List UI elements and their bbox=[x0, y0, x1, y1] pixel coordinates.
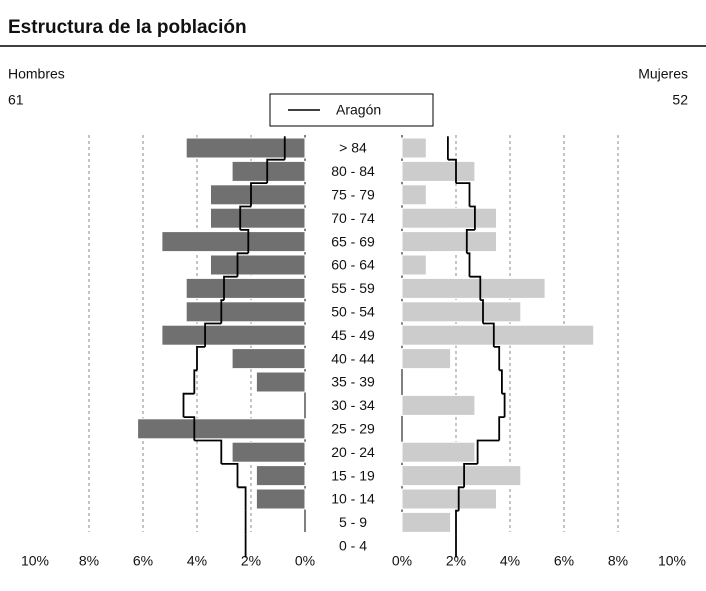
bar bbox=[231, 160, 306, 182]
category-label: 35 - 39 bbox=[331, 374, 375, 390]
reference-step bbox=[236, 252, 249, 277]
bar bbox=[185, 137, 306, 159]
category-label: 65 - 69 bbox=[331, 233, 375, 249]
reference-step bbox=[469, 205, 476, 230]
x-tick-label: 10% bbox=[658, 553, 686, 569]
reference-step bbox=[466, 252, 471, 277]
reference-step bbox=[456, 182, 471, 207]
category-label: 60 - 64 bbox=[331, 257, 375, 273]
bar bbox=[401, 465, 522, 487]
reference-step bbox=[183, 416, 196, 441]
x-tick-label: 0% bbox=[295, 553, 315, 569]
category-label: 75 - 79 bbox=[331, 187, 375, 203]
bar bbox=[401, 277, 546, 299]
left-label: Hombres bbox=[8, 66, 65, 82]
x-tick-label: 8% bbox=[608, 553, 628, 569]
bar bbox=[401, 301, 522, 323]
x-tick-label: 2% bbox=[446, 553, 466, 569]
reference-step bbox=[223, 275, 238, 301]
reference-step bbox=[476, 439, 500, 464]
reference-step bbox=[498, 416, 505, 441]
x-tick-label: 6% bbox=[133, 553, 153, 569]
reference-step bbox=[194, 439, 223, 464]
bar bbox=[231, 348, 306, 370]
bar bbox=[401, 231, 497, 253]
right-total: 52 bbox=[672, 92, 688, 108]
bar bbox=[401, 488, 497, 510]
x-tick-label: 2% bbox=[241, 553, 261, 569]
category-label: 20 - 24 bbox=[331, 444, 375, 460]
category-label: 10 - 14 bbox=[331, 491, 375, 507]
x-tick-label: 4% bbox=[187, 553, 207, 569]
category-label: 30 - 34 bbox=[331, 397, 375, 413]
x-tick-label: 8% bbox=[79, 553, 99, 569]
bar bbox=[401, 160, 476, 182]
category-label: 80 - 84 bbox=[331, 163, 375, 179]
bar bbox=[401, 511, 452, 533]
reference-step bbox=[465, 229, 475, 254]
category-label: 55 - 59 bbox=[331, 280, 375, 296]
category-label: 50 - 54 bbox=[331, 304, 375, 320]
x-tick-label: 6% bbox=[554, 553, 574, 569]
category-label: > 84 bbox=[339, 140, 367, 156]
left-total: 61 bbox=[8, 92, 24, 108]
category-label: 5 - 9 bbox=[339, 514, 367, 530]
bar bbox=[185, 277, 306, 299]
legend-box bbox=[269, 93, 434, 127]
reference-step bbox=[204, 322, 222, 347]
category-label: 40 - 44 bbox=[331, 350, 375, 366]
bar bbox=[255, 371, 306, 393]
bar bbox=[161, 231, 306, 253]
category-label: 0 - 4 bbox=[339, 538, 367, 554]
category-label: 70 - 74 bbox=[331, 210, 375, 226]
reference-step bbox=[483, 322, 495, 347]
category-label: 45 - 49 bbox=[331, 327, 375, 343]
bar bbox=[401, 207, 497, 229]
x-tick-label: 10% bbox=[21, 553, 49, 569]
reference-step bbox=[240, 229, 250, 254]
reference-step bbox=[196, 346, 206, 371]
bar bbox=[401, 441, 476, 463]
bar bbox=[255, 488, 306, 510]
bar bbox=[401, 394, 476, 416]
bar bbox=[210, 254, 306, 276]
bar bbox=[401, 137, 427, 159]
reference-step bbox=[480, 299, 484, 324]
reference-step bbox=[447, 158, 457, 184]
bar bbox=[161, 324, 306, 346]
chart-title: Estructura de la población bbox=[8, 17, 247, 38]
reference-step bbox=[221, 463, 239, 488]
bar bbox=[210, 207, 306, 229]
bar bbox=[401, 324, 595, 346]
bar bbox=[137, 418, 306, 440]
reference-step bbox=[493, 346, 501, 371]
right-label: Mujeres bbox=[638, 66, 688, 82]
category-label: 15 - 19 bbox=[331, 467, 375, 483]
reference-step bbox=[469, 275, 482, 301]
x-tick-label: 4% bbox=[500, 553, 520, 569]
reference-step bbox=[220, 299, 224, 324]
bar bbox=[210, 184, 306, 206]
reference-step bbox=[193, 369, 197, 394]
reference-step bbox=[455, 509, 459, 535]
reference-step bbox=[501, 392, 506, 418]
bar bbox=[231, 441, 306, 463]
bar bbox=[401, 254, 427, 276]
reference-step bbox=[463, 463, 478, 488]
bar bbox=[401, 348, 452, 370]
reference-step bbox=[499, 369, 503, 394]
category-label: 25 - 29 bbox=[331, 421, 375, 437]
bar bbox=[255, 465, 306, 487]
bar bbox=[185, 301, 306, 323]
reference-step bbox=[182, 392, 195, 418]
reference-step bbox=[239, 205, 251, 230]
reference-step bbox=[250, 182, 268, 207]
reference-step bbox=[237, 486, 247, 511]
reference-step bbox=[266, 158, 285, 184]
reference-step bbox=[457, 486, 465, 511]
legend-label: Aragón bbox=[336, 102, 381, 118]
x-tick-label: 0% bbox=[392, 553, 412, 569]
bar bbox=[401, 184, 427, 206]
